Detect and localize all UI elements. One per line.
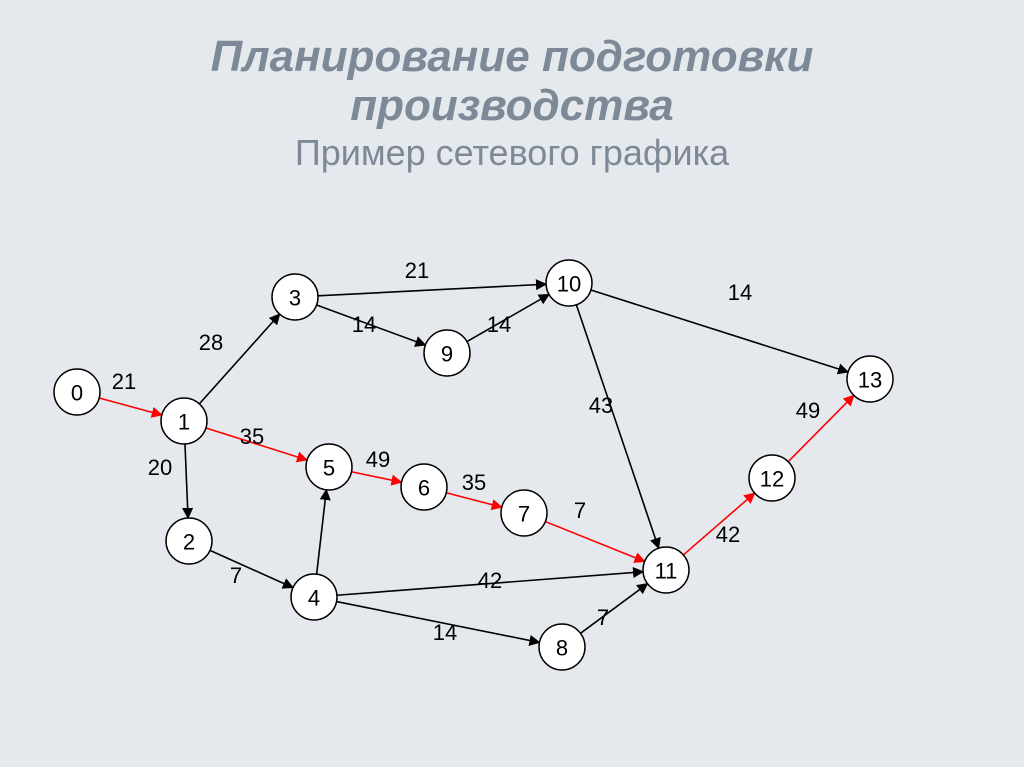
nodes-group: 012345678910111213 bbox=[54, 260, 893, 670]
node-11: 11 bbox=[643, 547, 689, 593]
node-0: 0 bbox=[54, 369, 100, 415]
node-label-6: 6 bbox=[418, 476, 430, 501]
edge-8-11 bbox=[580, 584, 647, 634]
edge-label-3-10: 21 bbox=[405, 258, 429, 283]
node-label-4: 4 bbox=[308, 586, 320, 611]
edge-1-2 bbox=[185, 444, 188, 518]
edge-3-10 bbox=[318, 284, 546, 296]
node-label-11: 11 bbox=[655, 559, 678, 584]
node-10: 10 bbox=[546, 260, 592, 306]
edge-label-2-4: 7 bbox=[230, 563, 242, 588]
node-label-2: 2 bbox=[183, 530, 195, 555]
node-label-9: 9 bbox=[441, 342, 453, 367]
node-label-13: 13 bbox=[858, 368, 882, 393]
node-label-1: 1 bbox=[178, 410, 190, 435]
network-diagram: 212028357142114424935771443144249 012345… bbox=[0, 0, 1024, 767]
edge-4-5 bbox=[317, 490, 327, 574]
edges-group: 212028357142114424935771443144249 bbox=[99, 258, 854, 645]
edge-label-12-13: 49 bbox=[796, 398, 820, 423]
edge-10-11 bbox=[576, 305, 658, 548]
edge-label-0-1: 21 bbox=[112, 369, 136, 394]
edge-label-1-2: 20 bbox=[148, 455, 172, 480]
node-8: 8 bbox=[539, 624, 585, 670]
node-4: 4 bbox=[291, 574, 337, 620]
node-1: 1 bbox=[161, 398, 207, 444]
node-label-0: 0 bbox=[71, 381, 83, 406]
edge-label-10-13: 14 bbox=[728, 280, 752, 305]
node-label-7: 7 bbox=[518, 502, 530, 527]
node-label-12: 12 bbox=[760, 467, 784, 492]
edge-0-1 bbox=[99, 398, 162, 415]
node-3: 3 bbox=[272, 274, 318, 320]
edge-label-3-9: 14 bbox=[352, 312, 376, 337]
node-9: 9 bbox=[424, 330, 470, 376]
edge-label-1-5: 35 bbox=[240, 424, 264, 449]
slide: Планирование подготовки производства При… bbox=[0, 0, 1024, 767]
node-label-10: 10 bbox=[557, 272, 581, 297]
edge-label-4-11: 42 bbox=[478, 568, 502, 593]
edge-label-7-11: 7 bbox=[574, 498, 586, 523]
node-label-8: 8 bbox=[556, 636, 568, 661]
node-12: 12 bbox=[749, 455, 795, 501]
edge-label-1-3: 28 bbox=[199, 330, 223, 355]
edge-label-5-6: 49 bbox=[366, 447, 390, 472]
edge-label-4-8: 14 bbox=[433, 620, 457, 645]
edge-2-4 bbox=[210, 550, 293, 587]
edge-label-6-7: 35 bbox=[462, 470, 486, 495]
edge-7-11 bbox=[545, 522, 644, 562]
edge-label-8-11: 7 bbox=[597, 605, 609, 630]
edge-10-13 bbox=[591, 290, 848, 372]
edge-1-3 bbox=[199, 314, 279, 404]
node-5: 5 bbox=[306, 444, 352, 490]
node-2: 2 bbox=[166, 518, 212, 564]
node-7: 7 bbox=[501, 490, 547, 536]
edge-label-11-12: 42 bbox=[716, 522, 740, 547]
node-6: 6 bbox=[401, 464, 447, 510]
node-13: 13 bbox=[847, 356, 893, 402]
edge-label-9-10: 14 bbox=[487, 312, 511, 337]
edge-label-10-11: 43 bbox=[589, 393, 613, 418]
node-label-3: 3 bbox=[289, 286, 301, 311]
edge-5-6 bbox=[352, 472, 402, 483]
node-label-5: 5 bbox=[323, 456, 335, 481]
